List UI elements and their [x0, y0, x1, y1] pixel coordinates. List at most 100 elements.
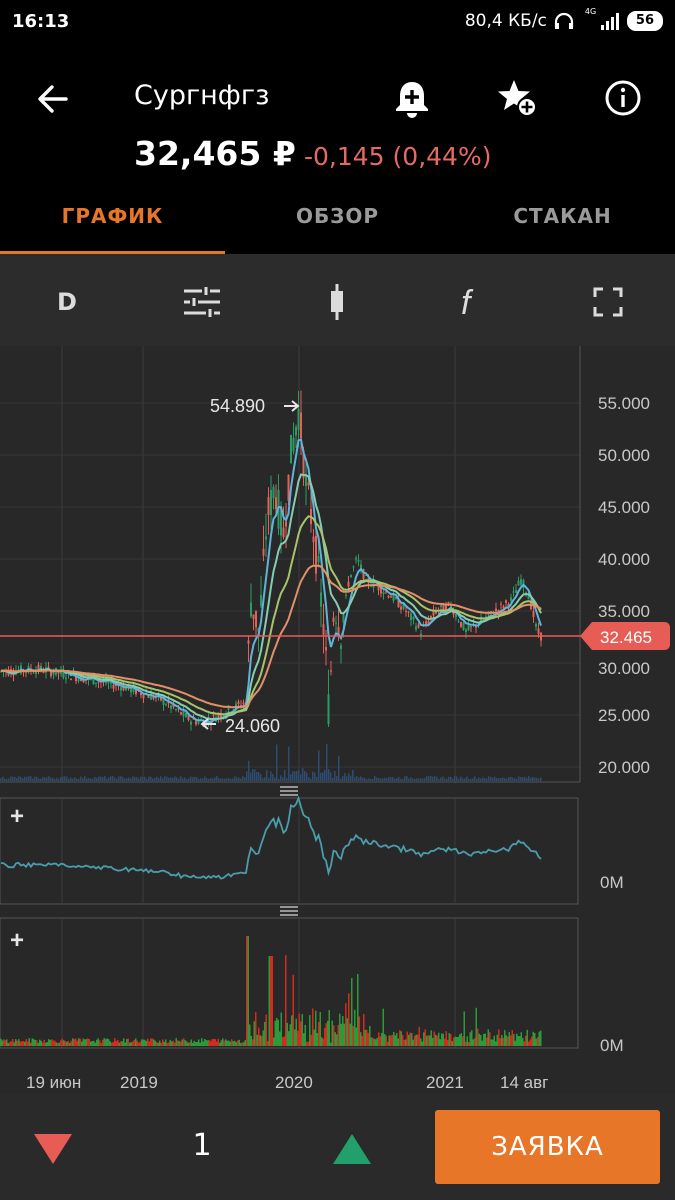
add-alert-bell-icon[interactable]	[390, 76, 434, 120]
candle-body	[300, 412, 302, 439]
tab-overview[interactable]: ОБЗОР	[295, 204, 380, 228]
volume-bar	[27, 1041, 29, 1046]
volume-bar	[24, 1041, 26, 1046]
tab-order-book[interactable]: СТАКАН	[513, 204, 612, 228]
chart-area[interactable]: 55.000 50.000 45.000 40.000 35.000 25.000 20.0…	[0, 346, 675, 1094]
add-volume-indicator-button[interactable]: +	[10, 927, 24, 954]
volume-bar	[374, 776, 376, 781]
volume-bar	[390, 777, 392, 781]
volume-bar	[490, 1039, 492, 1046]
volume-bar	[84, 1039, 86, 1046]
volume-bar	[55, 1042, 57, 1046]
volume-bar	[225, 1039, 227, 1046]
volume-bar	[166, 1042, 168, 1046]
volume-bar	[176, 777, 178, 781]
volume-bar	[388, 1035, 390, 1046]
candle-body	[467, 625, 470, 631]
volume-bar	[339, 1013, 341, 1046]
indicators-function-icon[interactable]: f	[450, 280, 494, 324]
volume-bar	[320, 772, 322, 781]
volume-bar	[448, 1033, 450, 1046]
volume-bar	[241, 1042, 243, 1046]
volume-bar	[324, 1027, 326, 1046]
period-selector[interactable]: D	[57, 288, 77, 316]
order-button[interactable]: ЗАЯВКА	[435, 1110, 660, 1184]
candle-body	[275, 497, 277, 510]
candle-body	[185, 713, 187, 718]
min-marker-arrow	[200, 718, 216, 730]
back-arrow-icon[interactable]	[32, 78, 74, 120]
time-tick-label: 2020	[275, 1073, 313, 1092]
volume-bar	[200, 778, 202, 781]
volume-bar	[228, 778, 230, 781]
volume-bar	[484, 778, 486, 781]
volume-bar	[519, 1036, 521, 1046]
volume-bar	[441, 1033, 443, 1046]
candle-body	[35, 670, 37, 675]
volume-bar	[110, 776, 112, 781]
volume-bar	[520, 1032, 522, 1046]
volume-bar	[408, 1034, 410, 1046]
volume-bar	[211, 1039, 213, 1046]
volume-bar	[396, 777, 398, 781]
candle-body	[305, 475, 307, 486]
volume-bar	[159, 1040, 161, 1046]
volume-bar	[340, 1023, 342, 1046]
candlestick-icon[interactable]	[315, 280, 359, 324]
volume-bar	[88, 1038, 90, 1046]
candle-body	[42, 672, 45, 674]
volume-bar	[237, 1040, 239, 1046]
volume-bar	[242, 776, 244, 781]
volume-bar	[534, 1032, 536, 1046]
volume-bar	[220, 1040, 222, 1046]
volume-bar	[360, 776, 362, 781]
candle-body	[212, 714, 215, 716]
candle-body	[427, 620, 430, 625]
volume-bar	[70, 1040, 72, 1046]
buy-triangle-icon[interactable]	[331, 1132, 373, 1166]
pane-resize-handle[interactable]	[280, 906, 298, 916]
volume-bar	[234, 1040, 236, 1046]
candle-body	[252, 614, 255, 619]
volume-bar	[412, 778, 414, 781]
add-indicator-button[interactable]: +	[10, 803, 24, 830]
volume-bar	[472, 1039, 474, 1046]
volume-bar	[261, 1035, 263, 1046]
add-favorite-star-icon[interactable]	[496, 76, 540, 120]
settings-sliders-icon[interactable]	[180, 280, 224, 324]
pane-resize-handle[interactable]	[0, 783, 675, 797]
volume-bar	[450, 1033, 452, 1046]
moving-average-line-1	[0, 438, 542, 724]
volume-bar	[340, 778, 342, 781]
candle-body	[337, 627, 340, 637]
volume-bar	[148, 776, 150, 781]
volume-bar	[342, 775, 344, 781]
quantity-value[interactable]: 1	[192, 1128, 212, 1163]
volume-bar	[202, 1041, 204, 1046]
fullscreen-icon[interactable]	[586, 280, 630, 324]
candle-body	[190, 721, 192, 725]
info-icon[interactable]	[601, 76, 645, 120]
candle-body	[330, 670, 332, 672]
volume-bar	[384, 777, 386, 781]
tab-chart[interactable]: ГРАФИК	[61, 204, 164, 228]
volume-bar	[517, 1035, 519, 1046]
volume-bar	[92, 778, 94, 781]
volume-bar	[108, 777, 110, 781]
price-chart[interactable]: 55.000 50.000 45.000 40.000 35.000 25.000 20.0…	[0, 346, 675, 1094]
volume-bar	[524, 776, 526, 781]
app-header: Сургнфгз 32,465 ₽ -0,145 (0,44%)	[0, 48, 675, 182]
volume-bar	[76, 1040, 78, 1046]
volume-bar	[306, 1041, 308, 1046]
candle-body	[440, 604, 442, 607]
volume-bar	[540, 1030, 542, 1046]
volume-bar	[170, 777, 172, 781]
candle-body	[260, 595, 262, 607]
candle-body	[355, 557, 357, 560]
sell-triangle-icon[interactable]	[32, 1132, 74, 1166]
volume-bar	[192, 1042, 194, 1046]
volume-bar	[256, 1034, 258, 1046]
volume-bar	[262, 1030, 264, 1046]
volume-bar	[208, 1040, 210, 1046]
volume-bar	[280, 1012, 282, 1046]
